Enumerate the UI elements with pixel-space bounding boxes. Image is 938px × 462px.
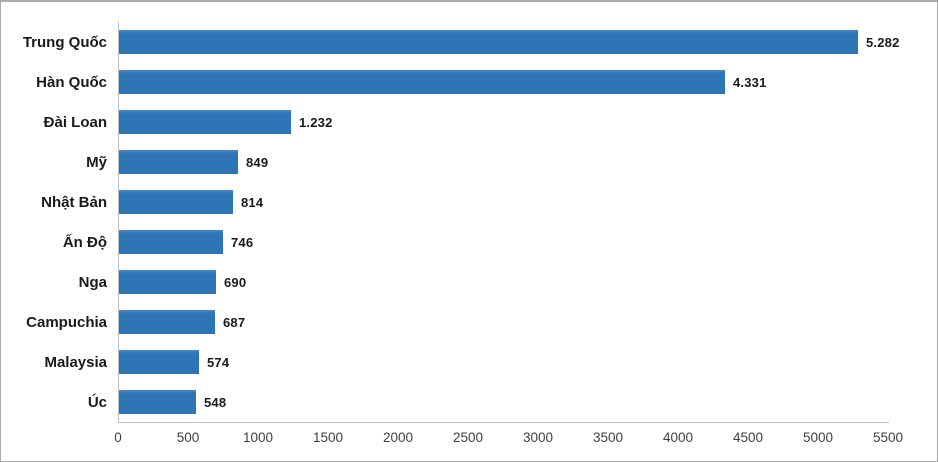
bar-row: 4.331 bbox=[119, 62, 889, 102]
x-axis-tick-label: 5500 bbox=[872, 430, 904, 445]
x-axis-tick-label: 500 bbox=[176, 430, 200, 445]
category-label: Malaysia bbox=[44, 353, 107, 371]
category-label: Đài Loan bbox=[43, 113, 107, 131]
category-label: Nga bbox=[78, 273, 107, 291]
bar-value-label: 746 bbox=[231, 234, 254, 250]
x-axis-tick-label: 4500 bbox=[732, 430, 764, 445]
bar bbox=[119, 70, 725, 94]
bar bbox=[119, 150, 238, 174]
bar-value-label: 4.331 bbox=[733, 74, 767, 90]
category-label: Mỹ bbox=[86, 153, 107, 171]
bar-row: 548 bbox=[119, 382, 889, 422]
bar-value-label: 814 bbox=[241, 194, 264, 210]
plot-area: 5.282 4.331 1.232 849 814 746 690 687 574 548 bbox=[118, 22, 899, 423]
bar-row: 687 bbox=[119, 302, 889, 342]
bar-row: 690 bbox=[119, 262, 889, 302]
bar-row: 5.282 bbox=[119, 22, 899, 62]
category-label: Úc bbox=[87, 393, 107, 411]
bar-row: 746 bbox=[119, 222, 889, 262]
bar bbox=[119, 350, 199, 374]
x-axis-tick-label: 4000 bbox=[662, 430, 694, 445]
x-axis: 0 500 1000 1500 2000 2500 3000 3500 4000 4500 5000… bbox=[1, 429, 937, 451]
x-axis-tick-label: 0 bbox=[114, 430, 122, 445]
bar-row: 814 bbox=[119, 182, 889, 222]
bar bbox=[119, 310, 215, 334]
bar bbox=[119, 230, 223, 254]
bar-value-label: 849 bbox=[246, 154, 269, 170]
bar-value-label: 690 bbox=[224, 274, 247, 290]
bar-row: 849 bbox=[119, 142, 889, 182]
bar bbox=[119, 30, 858, 54]
bar bbox=[119, 110, 291, 134]
x-axis-tick-label: 2000 bbox=[382, 430, 414, 445]
bar-value-label: 1.232 bbox=[299, 114, 333, 130]
bar bbox=[119, 270, 216, 294]
y-axis-category-labels: Trung Quốc Hàn Quốc Đài Loan Mỹ Nhật Bản Ấn Đ… bbox=[3, 22, 107, 422]
category-label: Ấn Độ bbox=[62, 233, 107, 251]
x-axis-tick-label: 5000 bbox=[802, 430, 834, 445]
bar-value-label: 574 bbox=[207, 354, 230, 370]
x-axis-tick-label: 1000 bbox=[242, 430, 274, 445]
bar bbox=[119, 390, 196, 414]
bar-row: 574 bbox=[119, 342, 889, 382]
x-axis-tick-label: 2500 bbox=[452, 430, 484, 445]
category-label: Hàn Quốc bbox=[36, 73, 107, 91]
bar-value-label: 548 bbox=[204, 394, 227, 410]
x-axis-tick-label: 1500 bbox=[312, 430, 344, 445]
category-label: Nhật Bản bbox=[41, 193, 107, 211]
bar-row: 1.232 bbox=[119, 102, 889, 142]
x-axis-tick-label: 3500 bbox=[592, 430, 624, 445]
category-label: Trung Quốc bbox=[22, 33, 107, 51]
bar-value-label: 687 bbox=[223, 314, 246, 330]
bar-value-label: 5.282 bbox=[866, 34, 900, 50]
category-label: Campuchia bbox=[26, 313, 107, 331]
x-axis-tick-label: 3000 bbox=[522, 430, 554, 445]
bar bbox=[119, 190, 233, 214]
